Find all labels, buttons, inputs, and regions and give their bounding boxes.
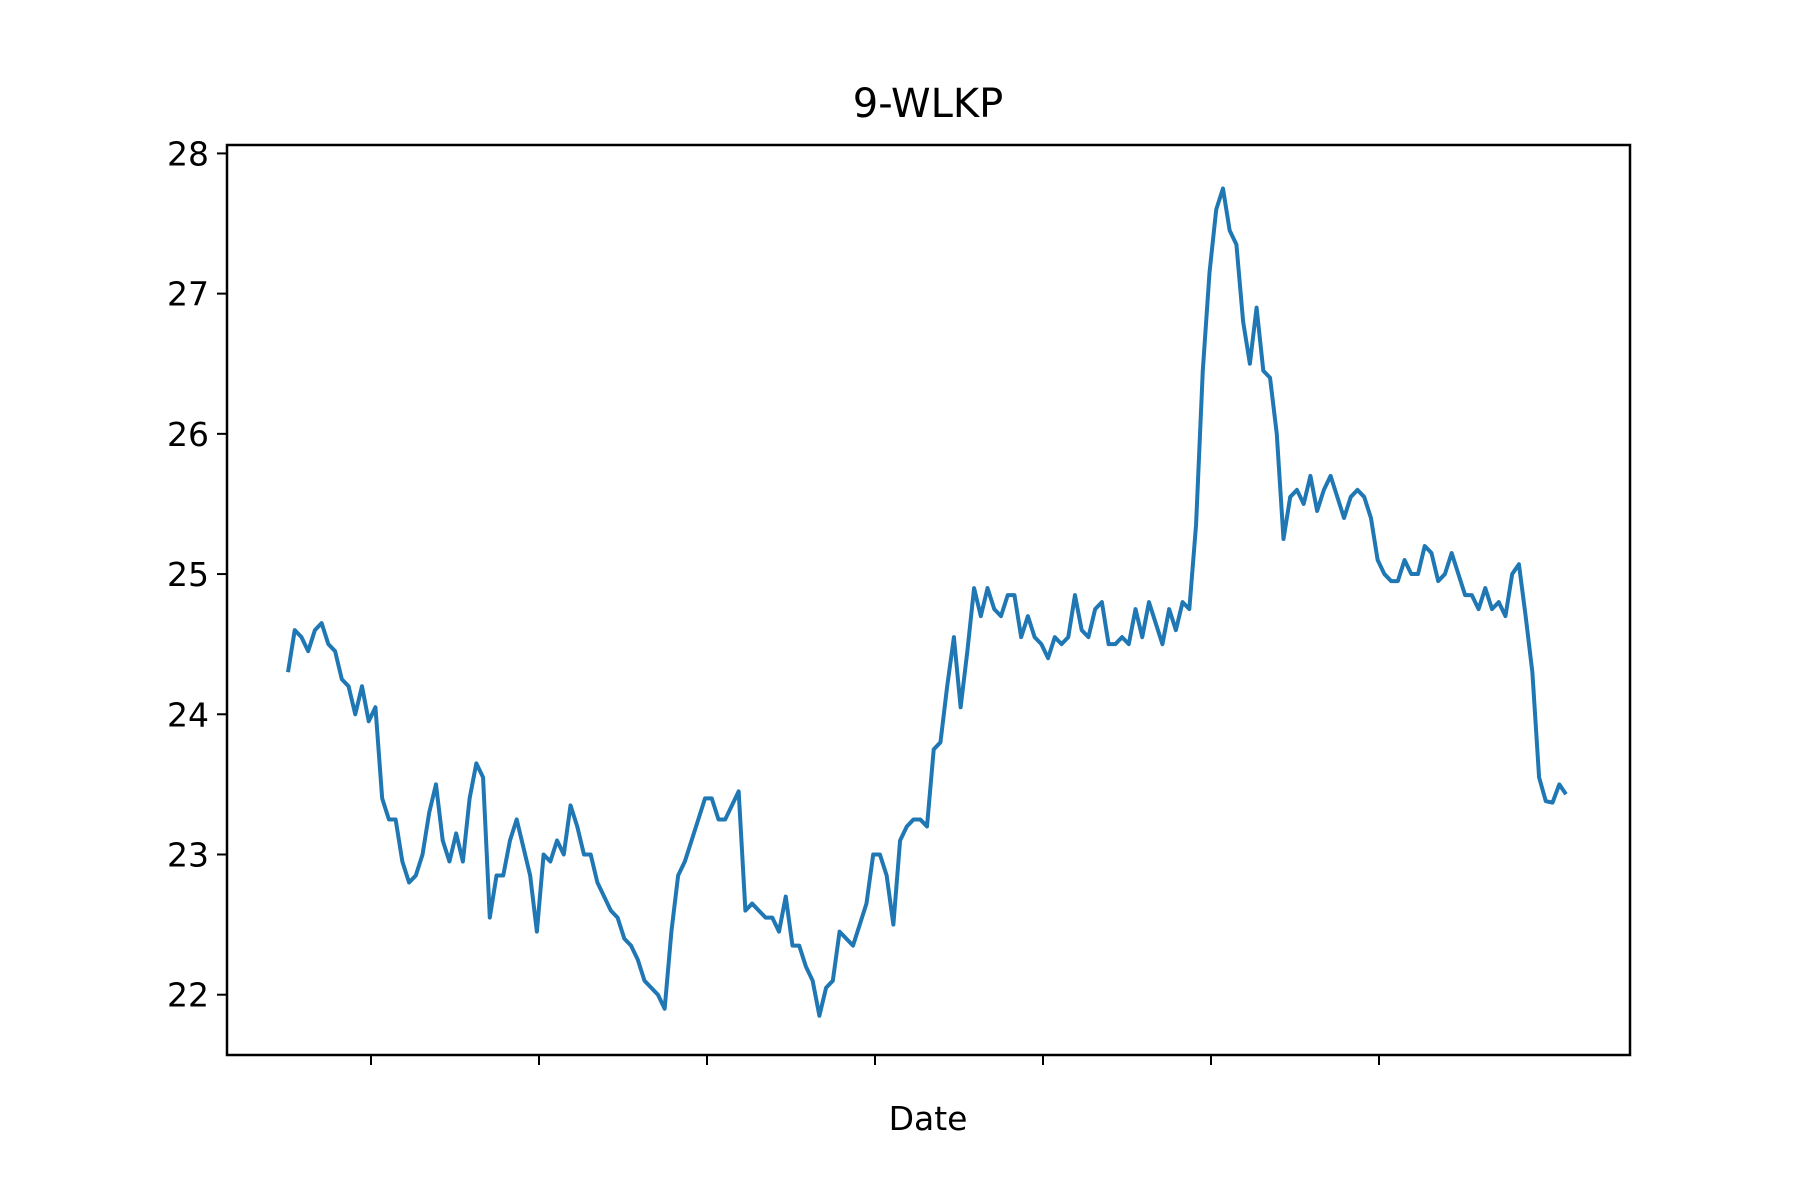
- y-tick-label: 28: [167, 134, 209, 173]
- chart-title: 9-WLKP: [853, 81, 1003, 127]
- x-axis-title: Date: [889, 1099, 968, 1138]
- series-line: [286, 186, 1568, 1018]
- y-tick-label: 27: [167, 275, 209, 314]
- x-axis: [370, 1055, 1380, 1065]
- y-tick-label: 25: [167, 555, 209, 594]
- y-tick-label: 22: [167, 976, 209, 1015]
- y-tick-label: 26: [167, 415, 209, 454]
- y-tick-label: 23: [167, 835, 209, 874]
- y-tick-label: 24: [167, 695, 209, 734]
- y-axis: 22 23 24 25 26 27 28: [167, 134, 227, 1015]
- plot-frame: [225, 143, 1632, 1057]
